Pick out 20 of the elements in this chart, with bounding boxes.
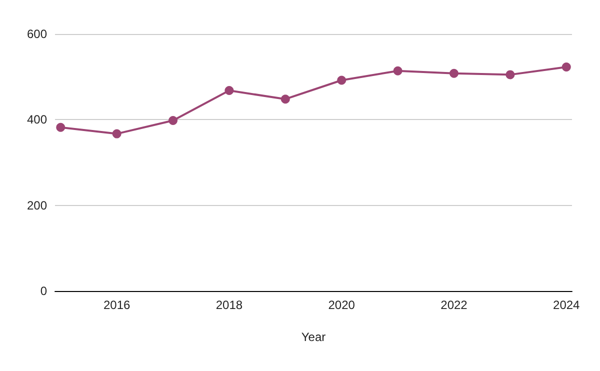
x-tick-label: 2022 (440, 298, 468, 312)
point (337, 76, 346, 85)
x-tick-label: 2024 (553, 298, 580, 312)
point (224, 86, 234, 96)
point (280, 94, 290, 104)
point (56, 122, 66, 132)
point (562, 62, 571, 72)
point (450, 68, 458, 78)
y-tick-label: 0 (40, 284, 48, 298)
y-tick-label: 200 (26, 198, 48, 212)
x-tick-label: 2020 (328, 298, 356, 312)
x-tick-label: 2016 (103, 298, 130, 312)
x-axis-title: Year (301, 330, 326, 344)
point (393, 66, 402, 76)
x-tick-label: 2018 (216, 298, 243, 312)
point (112, 129, 122, 138)
point (506, 70, 515, 80)
point (168, 116, 178, 126)
y-tick-label: 600 (26, 27, 48, 41)
y-tick-label: 400 (26, 112, 48, 127)
